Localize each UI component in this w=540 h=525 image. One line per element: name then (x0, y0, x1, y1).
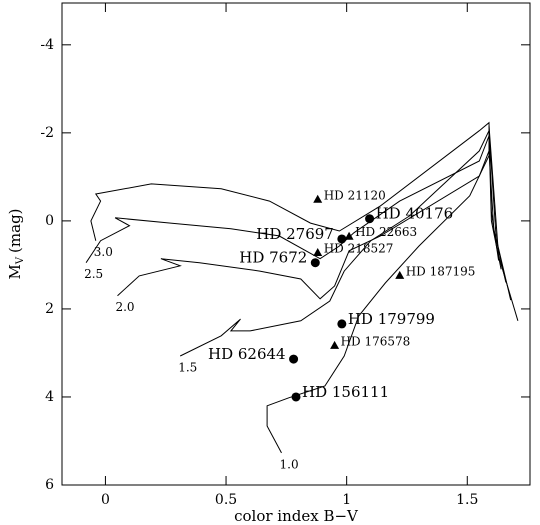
x-tick-label: 1.5 (456, 492, 478, 508)
star-label: HD 27697 (256, 225, 334, 243)
star-label: HD 187195 (406, 264, 476, 278)
star-label: HD 7672 (239, 249, 307, 267)
x-tick-label: 0.5 (215, 492, 237, 508)
star-label: HD 40176 (376, 205, 454, 223)
star-label: HD 176578 (341, 334, 411, 348)
star-point (291, 392, 301, 402)
evolutionary-track (85, 135, 502, 270)
star-label: HD 62644 (208, 345, 286, 363)
star-point (395, 270, 405, 279)
star-label: HD 21120 (324, 188, 386, 202)
evolutionary-track (117, 150, 507, 300)
y-label-subscript: V (15, 256, 26, 265)
y-tick-label: -4 (40, 37, 54, 53)
star-point (337, 234, 347, 244)
y-tick-label: 2 (45, 301, 54, 317)
evolutionary-track (179, 128, 512, 357)
x-axis-label: color index B−V (234, 507, 359, 525)
y-label-unit: (mag) (6, 208, 24, 252)
y-label-symbol: M (6, 264, 24, 279)
star-point (344, 231, 354, 240)
star-label: HD 218527 (324, 242, 394, 256)
star-point (313, 194, 323, 203)
star-label: HD 156111 (302, 383, 389, 401)
y-tick-label: -2 (40, 125, 54, 141)
plot-frame (61, 2, 531, 486)
star-point (310, 258, 320, 268)
x-tick-label: 1 (342, 492, 351, 508)
y-tick-label: 6 (45, 477, 54, 493)
x-tick-label: 0 (101, 492, 110, 508)
star-label: HD 179799 (348, 310, 435, 328)
star-point (337, 319, 347, 329)
y-tick-label: 4 (45, 389, 54, 405)
evolutionary-track (266, 125, 519, 454)
evolutionary-track (90, 121, 500, 261)
star-label: HD 22663 (355, 225, 417, 239)
track-label: 1.5 (178, 361, 197, 375)
track-label: 2.0 (115, 300, 134, 314)
y-tick-label: 0 (45, 213, 54, 229)
star-point (313, 248, 323, 257)
track-label: 2.5 (84, 267, 103, 281)
star-point (330, 340, 340, 349)
track-label: 1.0 (280, 457, 299, 471)
star-point (365, 214, 375, 224)
y-axis-label: MV (mag) (6, 208, 26, 279)
track-label: 3.0 (94, 245, 113, 259)
star-point (289, 354, 299, 364)
